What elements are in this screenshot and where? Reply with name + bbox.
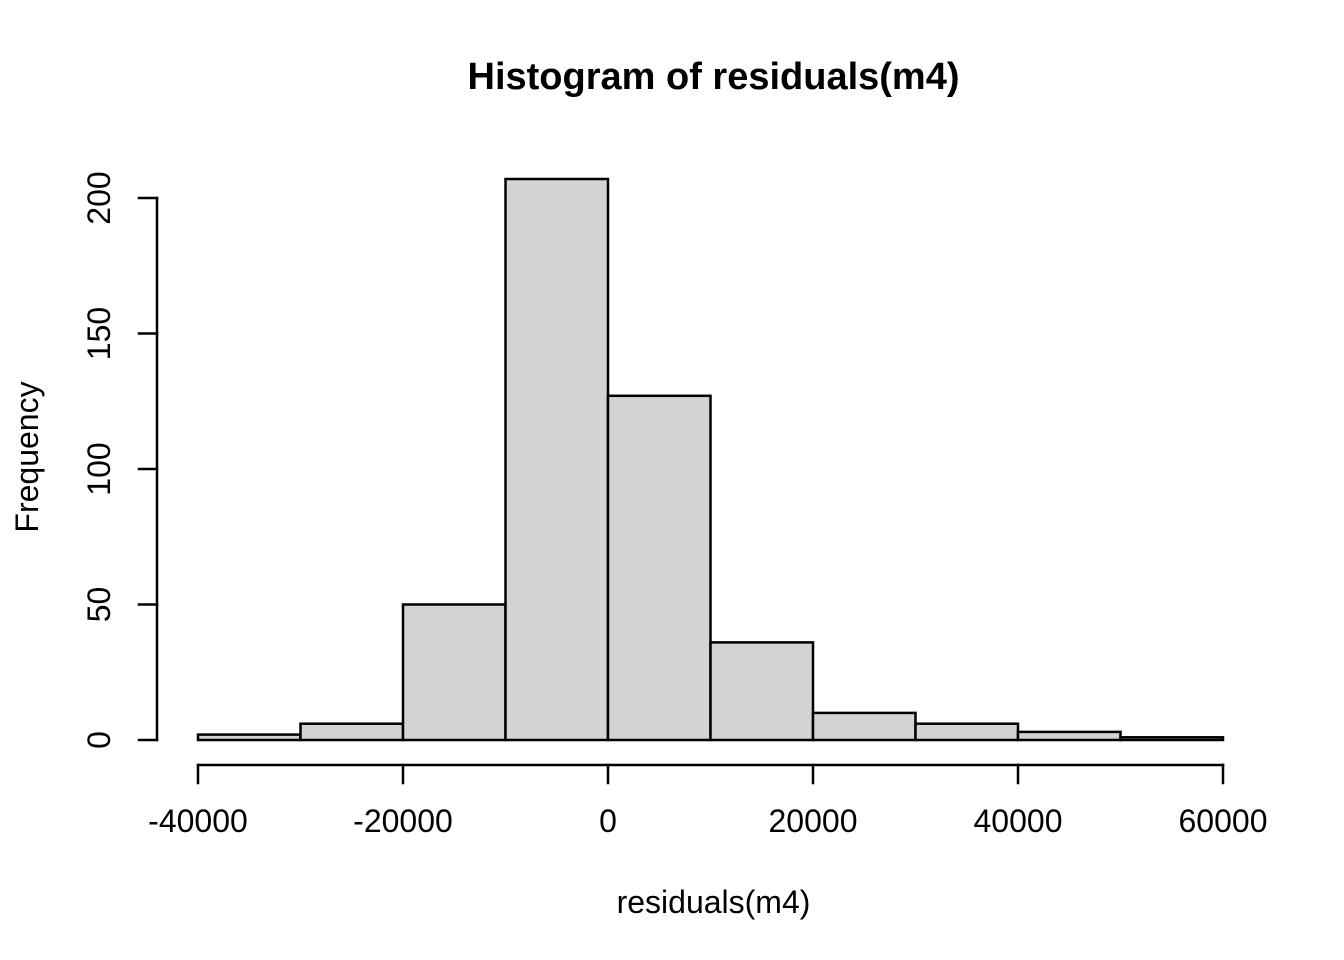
histogram-bar bbox=[504, 177, 610, 742]
x-tick-label: 20000 bbox=[769, 803, 858, 839]
x-tick-label: 60000 bbox=[1179, 803, 1268, 839]
x-tick-label: -40000 bbox=[148, 803, 248, 839]
histogram-bar bbox=[196, 733, 302, 742]
chart-title: Histogram of residuals(m4) bbox=[467, 56, 960, 98]
y-tick-label: 100 bbox=[81, 442, 117, 495]
histogram-bar bbox=[811, 711, 917, 742]
y-tick-label: 50 bbox=[81, 587, 117, 623]
x-axis-title: residuals(m4) bbox=[616, 884, 811, 920]
histogram-bar bbox=[606, 394, 712, 742]
histogram-bar bbox=[299, 722, 405, 742]
y-tick-label: 200 bbox=[81, 171, 117, 224]
y-tick-label: 150 bbox=[81, 307, 117, 360]
histogram-bar bbox=[914, 722, 1020, 742]
histogram-bar bbox=[1016, 730, 1122, 742]
histogram-bar bbox=[401, 603, 507, 742]
y-tick-label: 0 bbox=[81, 731, 117, 749]
histogram-bar bbox=[709, 641, 815, 742]
x-tick-label: 0 bbox=[599, 803, 617, 839]
histogram-bar bbox=[1119, 736, 1225, 742]
x-tick-label: 40000 bbox=[974, 803, 1063, 839]
x-tick-label: -20000 bbox=[353, 803, 453, 839]
